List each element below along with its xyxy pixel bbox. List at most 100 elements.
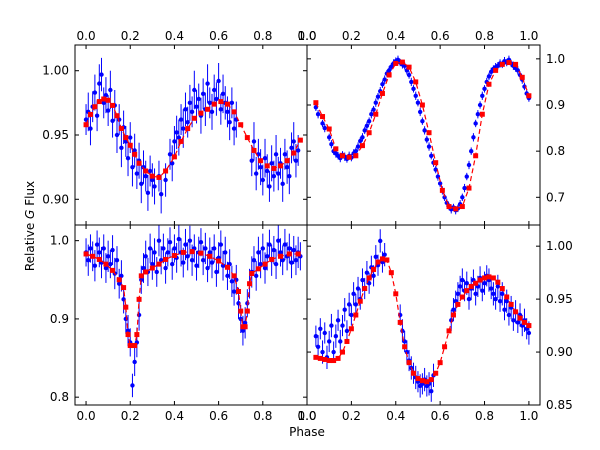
model-point [180, 249, 186, 255]
model-point [504, 294, 510, 300]
y-tick-label: 0.90 [42, 192, 69, 206]
model-point [123, 135, 129, 141]
model-point [464, 288, 470, 294]
model-point [236, 289, 242, 295]
observed-point [404, 349, 410, 355]
observed-point [502, 307, 507, 312]
observed-point [442, 195, 447, 200]
observed-point [506, 312, 512, 318]
observed-point [103, 265, 109, 271]
y-tick-label: 0.9 [546, 98, 565, 112]
observed-point [218, 107, 224, 112]
observed-point [260, 246, 266, 251]
model-point [291, 150, 297, 156]
model-point [499, 286, 505, 292]
observed-point [227, 119, 232, 125]
model-point [262, 261, 268, 267]
observed-point [289, 260, 294, 265]
observed-point [181, 260, 186, 265]
model-point [191, 115, 197, 121]
observed-point [97, 250, 102, 255]
observed-point [94, 242, 100, 247]
observed-point [420, 118, 425, 124]
observed-point [207, 250, 212, 255]
model-point [116, 277, 122, 283]
observed-point [280, 258, 285, 263]
observed-point [119, 273, 124, 279]
observed-point [287, 173, 292, 179]
panel-frame [306, 44, 541, 226]
observed-point [249, 158, 254, 163]
model-point [114, 113, 120, 119]
model-point [320, 114, 326, 120]
observed-point [326, 339, 332, 344]
model-point [331, 358, 337, 364]
observed-point [424, 137, 430, 142]
observed-point [194, 263, 199, 268]
model-point [459, 204, 465, 210]
observed-point [353, 302, 359, 307]
observed-point [464, 281, 469, 286]
observed-point [101, 246, 106, 251]
model-point [506, 60, 512, 66]
observed-point [196, 96, 201, 102]
model-point [231, 273, 237, 279]
y-tick-label: 0.90 [546, 345, 573, 359]
panel-top-right: 0.0 0.2 0.4 0.6 0.8 1.0 0.7 0.8 0.9 1.0 [297, 29, 565, 226]
observed-point [371, 273, 376, 279]
x-tick-label: 0.2 [342, 29, 361, 43]
observed-point [273, 152, 279, 157]
observed-point [105, 254, 111, 259]
observed-point [378, 238, 383, 244]
observed-point [176, 135, 182, 140]
model-point [379, 90, 385, 96]
observed-point [497, 299, 503, 304]
x-tick-label: 0.8 [475, 29, 494, 43]
observed-point [273, 261, 279, 267]
model-line [315, 61, 530, 210]
model-point [426, 130, 432, 136]
observed-point [271, 173, 277, 179]
model-point [101, 96, 107, 102]
observed-point [282, 242, 288, 247]
observed-point [110, 118, 115, 124]
model-point [277, 163, 283, 169]
x-tick-label: 1.0 [297, 29, 316, 43]
observed-point [114, 132, 120, 138]
model-point [433, 370, 439, 376]
model-point [103, 261, 109, 267]
y-tick-label: 0.9 [50, 312, 69, 326]
observed-point [101, 100, 106, 106]
observed-point [132, 148, 137, 153]
observed-point [342, 307, 347, 312]
y-axis-title: Relative G Flux [23, 181, 37, 271]
observed-point [185, 254, 190, 259]
observed-point [460, 277, 465, 283]
model-point [450, 312, 456, 318]
model-point [415, 376, 421, 382]
model-point [216, 258, 222, 264]
y-tick-label: 0.95 [42, 128, 69, 142]
observed-point [276, 171, 281, 176]
y-tick-label: 1.00 [42, 64, 69, 78]
observed-point [185, 119, 190, 125]
observed-point [349, 312, 354, 318]
model-point [156, 261, 162, 267]
observed-point [209, 109, 215, 115]
model-point [397, 319, 403, 325]
observed-point [515, 320, 521, 325]
model-point [513, 61, 519, 67]
model-point [446, 328, 452, 334]
observed-point [262, 265, 268, 271]
observed-point [411, 86, 416, 92]
observed-point [92, 263, 98, 268]
x-axis-title: Phase [289, 425, 325, 439]
y-tick-label: 0.8 [546, 144, 565, 158]
observed-point [291, 247, 296, 253]
observed-point [477, 102, 483, 108]
observed-point [251, 139, 257, 144]
model-point [189, 249, 195, 255]
observed-point [256, 250, 261, 255]
model-point [326, 358, 332, 364]
